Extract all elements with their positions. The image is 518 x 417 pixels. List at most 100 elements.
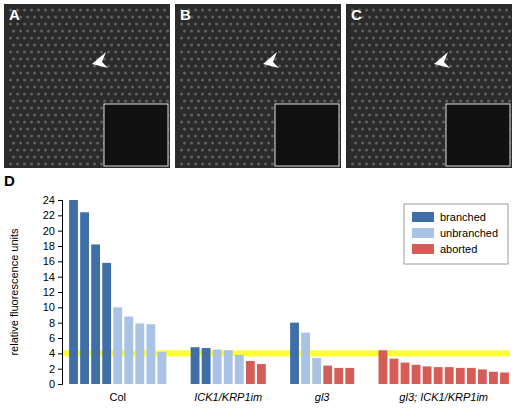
image-dot [152,99,155,102]
image-dot [33,85,36,88]
image-dot [386,162,389,165]
image-dot [225,29,228,32]
image-dot [428,92,431,95]
image-dot [452,43,455,46]
image-dot [190,155,193,158]
image-dot [124,29,127,32]
image-texture [180,8,340,165]
image-dot [498,22,501,25]
image-dot [166,15,169,18]
image-dot [44,36,47,39]
image-dot [477,8,480,11]
image-dot [379,148,382,151]
image-dot [58,64,61,67]
image-dot [313,64,316,67]
image-dot [180,162,183,165]
image-dot [491,92,494,95]
image-dot [26,43,29,46]
bar [334,368,343,384]
image-dot [361,141,364,144]
panel-label: B [180,6,191,23]
image-dot [484,50,487,53]
image-dot [354,57,357,60]
image-dot [505,22,508,25]
image-dot [107,36,110,39]
image-dot [152,85,155,88]
image-dot [358,36,361,39]
image-dot [257,22,260,25]
image-dot [37,64,40,67]
image-dot [40,127,43,130]
image-dot [236,106,239,109]
image-dot [382,85,385,88]
image-dot [316,99,319,102]
image-dot [145,57,148,60]
image-dot [65,36,68,39]
image-dot [100,148,103,151]
bar [113,307,122,384]
image-dot [204,57,207,60]
image-dot [54,127,57,130]
image-dot [421,106,424,109]
image-dot [428,64,431,67]
image-dot [351,148,354,151]
image-dot [299,8,302,11]
image-dot [44,106,47,109]
image-dot [306,64,309,67]
image-dot [327,78,330,81]
image-dot [379,78,382,81]
image-dot [403,113,406,116]
image-dot [72,8,75,11]
image-dot [68,127,71,130]
image-dot [382,29,385,32]
image-dot [320,92,323,95]
image-dot [239,43,242,46]
image-dot [23,64,26,67]
image-dot [93,106,96,109]
image-dot [431,85,434,88]
image-dot [114,92,117,95]
image-dot [82,43,85,46]
image-dot [442,8,445,11]
image-dot [30,92,33,95]
image-dot [225,57,228,60]
image-dot [72,162,75,165]
image-dot [61,127,64,130]
image-dot [19,43,22,46]
image-dot [403,127,406,130]
image-dot [361,155,364,158]
image-dot [239,57,242,60]
image-dot [396,29,399,32]
image-dot [117,57,120,60]
image-dot [253,85,256,88]
image-dot [250,162,253,165]
image-dot [124,57,127,60]
image-dot [232,29,235,32]
panel-label: D [4,172,15,189]
image-dot [334,78,337,81]
image-dot [473,71,476,74]
image-dot [61,155,64,158]
image-dot [121,36,124,39]
image-dot [37,92,40,95]
bar [345,368,354,384]
image-dot [54,43,57,46]
image-dot [288,71,291,74]
image-dot [435,162,438,165]
image-dot [257,50,260,53]
image-dot [403,141,406,144]
tick-mark [58,369,62,370]
image-dot [438,113,441,116]
image-dot [96,85,99,88]
image-dot [54,71,57,74]
image-dot [327,50,330,53]
image-dot [386,148,389,151]
image-dot [281,15,284,18]
image-dot [72,148,75,151]
image-dot [382,99,385,102]
image-dot [271,134,274,137]
image-dot [400,120,403,123]
image-dot [47,99,50,102]
image-dot [456,22,459,25]
image-dot [417,141,420,144]
